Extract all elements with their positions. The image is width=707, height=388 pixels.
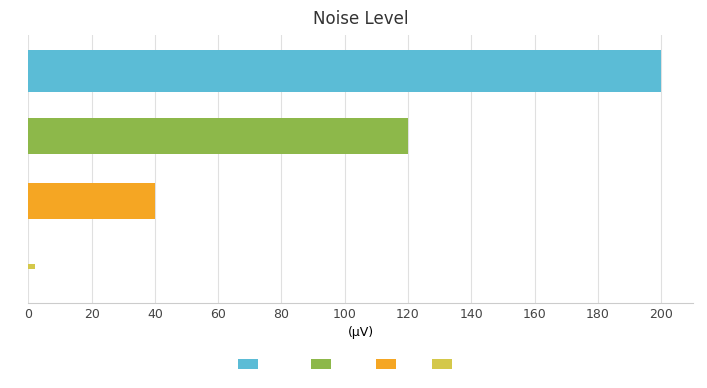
Bar — [28, 264, 35, 269]
Legend: LM78XX, LM317, SP01, SP02: LM78XX, LM317, SP01, SP02 — [236, 357, 485, 372]
Bar — [28, 118, 408, 154]
X-axis label: (μV): (μV) — [348, 326, 373, 339]
Title: Noise Level: Noise Level — [312, 10, 409, 28]
Bar — [28, 184, 155, 219]
Bar — [28, 50, 661, 92]
